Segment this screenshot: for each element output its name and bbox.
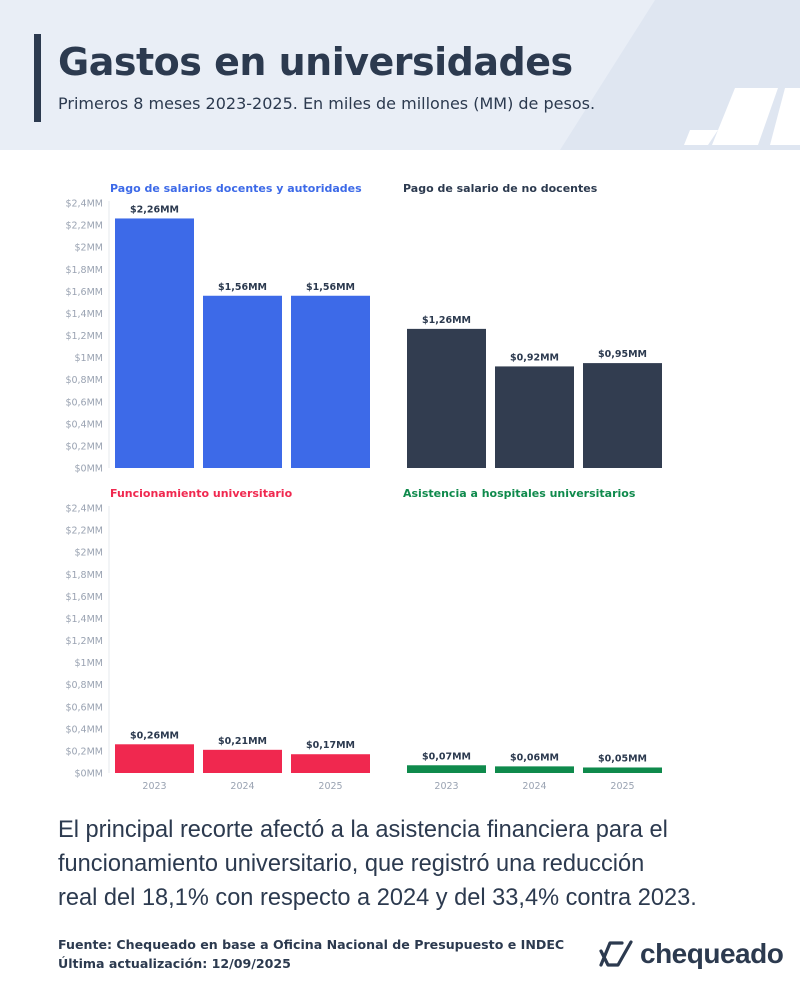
y-tick-label: $0,4MM (65, 724, 103, 735)
y-tick-label: $0,2MM (65, 441, 103, 452)
bar (407, 328, 486, 468)
y-tick-label: $0MM (75, 769, 103, 780)
body-line: real del 18,1% con respecto a 2024 y del… (58, 885, 697, 911)
bar (203, 295, 282, 468)
y-tick-label: $2,2MM (65, 526, 103, 537)
y-tick-label: $0,8MM (65, 680, 103, 691)
y-tick-label: $0,6MM (65, 702, 103, 713)
bar (291, 754, 370, 773)
bar (291, 295, 370, 468)
data-label: $1,26MM (422, 315, 471, 326)
footer: Fuente: Chequeado en base a Oficina Naci… (58, 935, 564, 973)
x-tick-label: 2024 (230, 781, 254, 792)
y-tick-label: $1,2MM (65, 331, 103, 342)
y-tick-label: $0,2MM (65, 746, 103, 757)
data-label: $0,26MM (130, 730, 179, 741)
bar (203, 749, 282, 773)
page-subtitle: Primeros 8 meses 2023-2025. En miles de … (58, 94, 596, 113)
bar (495, 366, 574, 468)
y-tick-label: $1,8MM (65, 570, 103, 581)
y-tick-label: $2,4MM (65, 199, 103, 210)
bar (583, 363, 662, 468)
page-title: Gastos en universidades (58, 40, 573, 84)
header-decoration-graphic (560, 0, 800, 150)
x-tick-label: 2023 (434, 781, 458, 792)
data-label: $0,05MM (598, 753, 647, 764)
data-label: $0,92MM (510, 352, 559, 363)
y-tick-label: $2,2MM (65, 221, 103, 232)
y-tick-label: $2MM (75, 243, 103, 254)
data-label: $0,17MM (306, 740, 355, 751)
y-tick-label: $1MM (75, 658, 103, 669)
data-label: $1,56MM (306, 282, 355, 293)
body-line: El principal recorte afectó a la asisten… (58, 817, 668, 843)
y-tick-label: $1MM (75, 353, 103, 364)
y-tick-label: $1,6MM (65, 592, 103, 603)
y-tick-label: $2MM (75, 548, 103, 559)
y-tick-label: $1,8MM (65, 265, 103, 276)
bar (583, 767, 662, 773)
logo-text: chequeado (640, 938, 784, 969)
data-label: $2,26MM (130, 204, 179, 215)
x-tick-label: 2023 (142, 781, 166, 792)
chart-title: Pago de salario de no docentes (403, 182, 598, 195)
x-tick-label: 2024 (522, 781, 546, 792)
data-label: $0,95MM (598, 349, 647, 360)
y-tick-label: $1,2MM (65, 636, 103, 647)
y-tick-label: $2,4MM (65, 504, 103, 515)
y-tick-label: $0,4MM (65, 419, 103, 430)
source-note: Fuente: Chequeado en base a Oficina Naci… (58, 937, 565, 952)
y-tick-label: $0,6MM (65, 397, 103, 408)
chart-title: Funcionamiento universitario (110, 487, 293, 500)
y-tick-label: $0MM (75, 464, 103, 475)
title-accent-bar (34, 34, 41, 122)
data-label: $0,07MM (422, 751, 471, 762)
chart-title: Asistencia a hospitales universitarios (403, 487, 636, 500)
last-updated: Última actualización: 12/09/2025 (58, 956, 291, 971)
y-tick-label: $1,4MM (65, 309, 103, 320)
y-tick-label: $1,6MM (65, 287, 103, 298)
data-label: $1,56MM (218, 282, 267, 293)
bar (495, 766, 574, 773)
header-banner: Gastos en universidades Primeros 8 meses… (0, 0, 800, 150)
chart-grid: Pago de salarios docentes y autoridades $… (65, 182, 662, 792)
data-label: $0,06MM (510, 752, 559, 763)
bar (407, 765, 486, 773)
x-tick-label: 2025 (610, 781, 634, 792)
x-tick-label: 2025 (318, 781, 342, 792)
bar (115, 744, 194, 773)
body-line: funcionamiento universitario, que regist… (58, 851, 645, 877)
bar (115, 218, 194, 468)
chequeado-check-icon (599, 940, 633, 967)
data-label: $0,21MM (218, 736, 267, 747)
y-tick-label: $1,4MM (65, 614, 103, 625)
chart-title: Pago de salarios docentes y autoridades (110, 182, 362, 195)
y-tick-label: $0,8MM (65, 375, 103, 386)
body-paragraph: El principal recorte afectó a la asisten… (58, 813, 758, 915)
chequeado-logo: chequeado (598, 936, 784, 972)
